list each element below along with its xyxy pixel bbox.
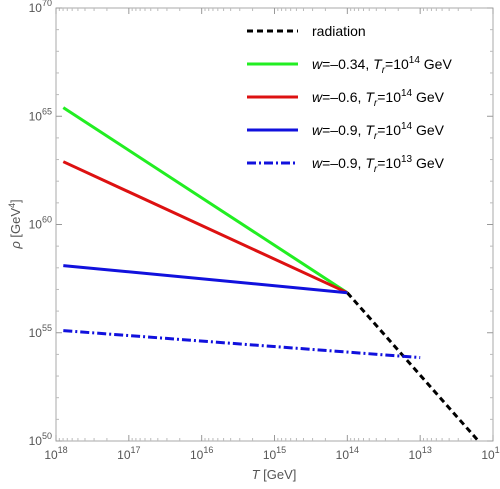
axis-ticks xyxy=(55,7,494,442)
x-tick-label: 1016 xyxy=(190,445,213,462)
series-line-w034 xyxy=(62,106,349,294)
legend-label-w034: w=–0.34, Tr=1014 GeV xyxy=(312,55,452,76)
x-tick-label: 1012 xyxy=(481,445,500,462)
y-tick-label: 1055 xyxy=(29,323,52,340)
x-tick-label: 1017 xyxy=(117,445,140,462)
y-tick-label: 1050 xyxy=(29,431,52,448)
legend-label-radiation: radiation xyxy=(312,23,366,39)
x-tick-label: 1018 xyxy=(44,445,67,462)
x-tick-label: 1013 xyxy=(408,445,431,462)
series-line-w06 xyxy=(62,160,348,295)
series-line-w09 xyxy=(63,264,348,295)
y-axis-label: ρ [GeV4] xyxy=(7,199,23,249)
series-lines xyxy=(62,106,480,442)
series-line-w09b xyxy=(63,329,421,360)
x-tick-label: 1015 xyxy=(263,445,286,462)
x-tick-label: 1014 xyxy=(336,445,359,462)
legend-label-w06: w=–0.6, Tr=1014 GeV xyxy=(312,88,445,109)
legend-label-w09b: w=–0.9, Tr=1013 GeV xyxy=(312,154,445,175)
legend: radiation w=–0.34, Tr=1014 GeV w=–0.6, Tr=… xyxy=(247,23,452,175)
y-tick-label: 1060 xyxy=(29,215,52,232)
series-line-radiation xyxy=(346,291,480,442)
legend-label-w09: w=–0.9, Tr=1014 GeV xyxy=(312,121,445,142)
y-tick-label: 1070 xyxy=(29,0,52,15)
axis-tick-labels: 1018 1017 1016 1015 1014 1013 1012 1050 1055 1060… xyxy=(29,0,500,462)
plot-frame xyxy=(55,7,494,442)
y-tick-label: 1065 xyxy=(29,106,52,123)
x-axis-label: T [GeV] xyxy=(252,467,297,482)
